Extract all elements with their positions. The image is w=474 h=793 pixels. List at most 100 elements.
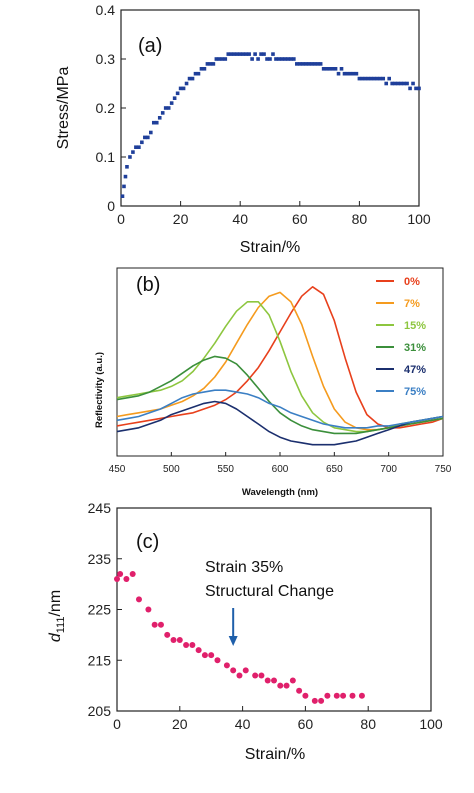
y-tick-label-a: 0 [107,198,115,214]
x-tick-label-c: 80 [360,716,376,732]
x-axis-label-b: Wavelength (nm) [242,487,318,498]
x-tick-label-b: 550 [217,464,234,475]
y-tick-label-a: 0.3 [96,51,116,67]
data-point-a [134,145,138,149]
x-tick-label-c: 0 [113,716,121,732]
data-point-c [242,667,249,674]
data-point-a [357,76,362,81]
data-point-c [236,672,243,679]
data-point-a [223,57,228,61]
data-point-c [252,672,259,679]
y-tick-label-c: 215 [88,652,112,668]
data-point-a [190,76,195,81]
data-point-c [145,606,152,613]
data-point-a [348,71,353,76]
data-point-a [232,52,237,56]
panel-label-c: (c) [136,531,159,553]
legend-label: 15% [404,320,426,332]
y-axis-label-c: d111/nm [47,590,67,642]
data-point-a [366,76,371,81]
annotation-line-2: Structural Change [205,583,334,600]
data-point-a [250,57,254,61]
data-point-a [163,106,168,110]
y-tick-label-a: 0.1 [96,149,116,165]
data-point-a [280,57,284,61]
data-point-a [372,76,377,81]
data-point-c [296,687,303,694]
series-line-7pct [116,291,444,431]
data-point-a [300,62,305,66]
panel-label-b: (b) [136,274,160,296]
x-tick-label-c: 100 [419,716,443,732]
data-point-c [358,692,365,699]
x-tick-label-a: 80 [352,211,368,227]
data-point-a [122,184,126,189]
data-point-c [189,642,196,649]
data-point-a [354,71,359,76]
y-axis-label-c-sub: 111 [55,617,67,634]
arrow-head [228,636,238,646]
data-point-a [289,57,293,61]
data-point-a [292,57,296,61]
data-point-a [172,96,177,100]
data-point-a [315,62,320,66]
x-tick-label-a: 20 [173,211,189,227]
data-point-a [247,52,251,56]
legend: 0% 7% 15% 31% 47% 75% [376,276,426,398]
x-tick-label-c: 40 [235,716,251,732]
y-tick-label-c: 225 [88,602,112,618]
x-tick-label-c: 20 [172,716,188,732]
data-point-a [208,62,213,66]
data-point-c [114,576,120,583]
data-point-c [170,636,177,643]
x-axis-label-a: Strain/% [240,239,300,256]
data-point-a [295,62,299,66]
data-point-a [345,71,350,76]
data-point-a [238,52,242,56]
y-axis-label-a: Stress/MPa [55,67,72,150]
data-point-a [226,52,231,56]
data-point-a [268,57,272,61]
data-point-c [283,682,290,689]
x-tick-label-b: 600 [272,464,289,475]
data-point-c [349,692,356,699]
data-point-a [184,81,189,86]
data-point-a [312,62,317,66]
y-axis-label-c-main: d [47,632,64,642]
x-tick-label-c: 60 [298,716,314,732]
data-point-c [289,677,296,684]
reflectivity-chart: (b) Wavelength (nm) Reflectivity (a.u.) … [94,267,452,498]
data-point-a [351,71,356,76]
data-point-a [405,81,409,86]
data-point-a [131,150,135,154]
x-tick-label-b: 750 [435,464,452,475]
data-point-a [125,165,129,169]
y-axis-label-c-unit: /nm [47,590,64,617]
data-point-c [302,692,309,699]
x-tick-label-b: 650 [326,464,343,475]
stress-strain-chart: (a) Strain/% Stress/MPa 0 20 40 60 80 100 0 0.1… [55,2,431,256]
data-point-a [146,135,150,140]
data-point-a [384,81,389,86]
data-point-c [258,672,265,679]
data-point-a [411,81,415,86]
d111-strain-chart: (c) Strain/% d111/nm Strain 35% Structur… [47,500,443,763]
data-point-a [128,155,132,159]
data-point-a [137,145,141,149]
data-point-a [408,86,412,91]
panel-label-a: (a) [138,35,162,57]
data-point-a [199,67,204,71]
data-point-a [241,52,245,56]
data-point-a [140,140,144,145]
data-point-a [196,71,201,76]
data-point-c [208,652,215,659]
x-tick-label-a: 0 [117,211,125,227]
data-point-a [202,67,207,71]
data-point-a [318,62,323,66]
data-point-a [256,57,260,61]
y-tick-label-a: 0.4 [96,2,116,18]
data-point-a [244,52,248,56]
data-point-a [387,76,391,81]
data-point-a [303,62,308,66]
